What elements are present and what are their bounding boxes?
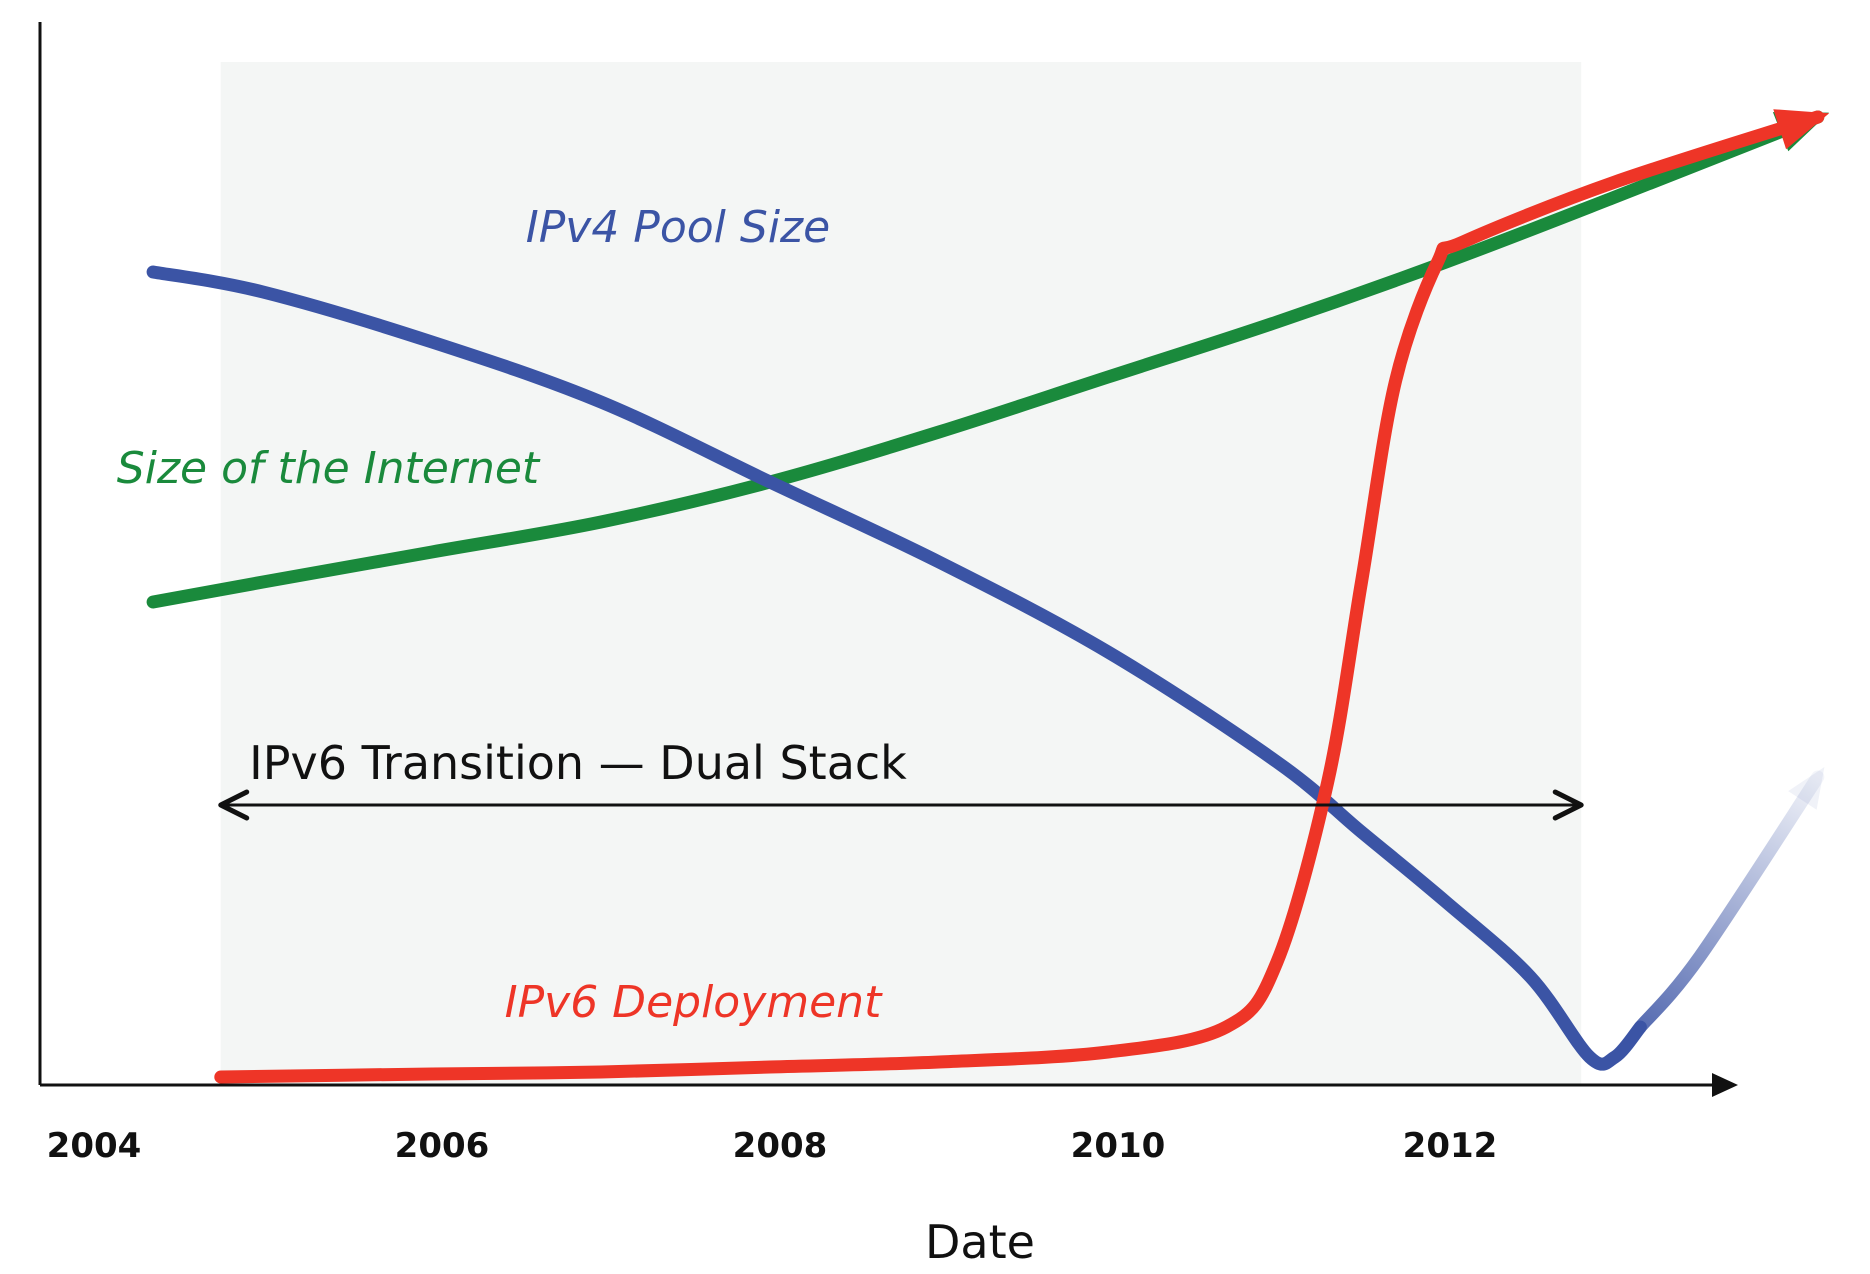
transition-label: IPv6 Transition — Dual Stack — [249, 736, 907, 790]
x-tick-label: 2008 — [733, 1126, 828, 1166]
series-layer — [146, 109, 1830, 1084]
x-axis-arrowhead — [1712, 1073, 1738, 1097]
ipv6-deployment-label: IPv6 Deployment — [505, 977, 883, 1028]
series-line-size-of-the-internet — [146, 110, 1825, 609]
x-tick-label: 2010 — [1071, 1126, 1166, 1166]
size-of-internet-label: Size of the Internet — [117, 443, 541, 494]
x-tick-label: 2006 — [395, 1126, 490, 1166]
x-axis-label: Date — [925, 1215, 1035, 1269]
series-arrowhead-ipv4-pool-size-projected — [1788, 767, 1825, 810]
ipv4-pool-size-label: IPv4 Pool Size — [526, 202, 830, 253]
series-line-ipv4-pool-size-projected — [1633, 770, 1825, 1034]
series-line-ipv6-deployment — [214, 110, 1825, 1084]
series-line-ipv4-pool-size — [146, 265, 1647, 1071]
transition-right-arrowhead — [1552, 789, 1584, 821]
series-arrowhead-ipv6-deployment — [1773, 109, 1830, 150]
x-tick-label: 2012 — [1403, 1126, 1498, 1166]
transition-annotation: IPv6 Transition — Dual Stack — [218, 736, 1584, 821]
transition-region — [220, 62, 1582, 1085]
x-tick-label: 2004 — [47, 1126, 142, 1166]
transition-left-arrowhead — [218, 789, 250, 821]
